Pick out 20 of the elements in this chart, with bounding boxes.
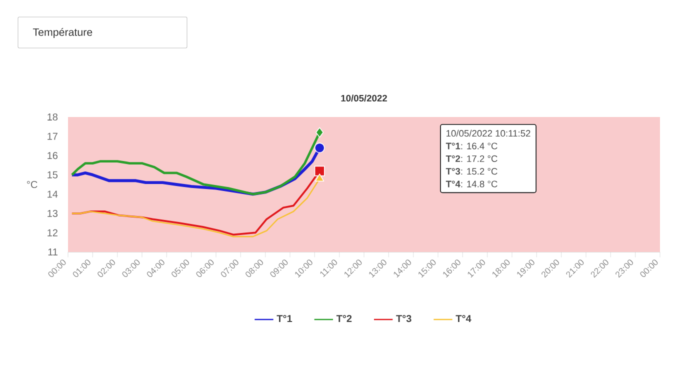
- y-axis-title: °C: [27, 180, 38, 188]
- annotation: T°1: 16.4 °C: [446, 142, 498, 150]
- y-tick-label: 18: [48, 113, 58, 121]
- y-tick-label: 17: [48, 132, 58, 140]
- annotation: T°3: 15.2 °C: [446, 168, 498, 175]
- legend-label: T°3: [396, 314, 412, 322]
- chart-title: 10/05/2022: [341, 94, 387, 102]
- annotation: 10/05/2022 10:11:52: [446, 130, 530, 137]
- text: Température: [32, 28, 92, 38]
- y-tick-label: 16: [48, 152, 58, 160]
- legend-label: T°1: [276, 315, 292, 322]
- legend-label: T°4: [456, 315, 472, 322]
- y-tick-label: 12: [48, 229, 58, 236]
- y-tick-label: 14: [48, 190, 58, 198]
- y-tick-label: 13: [48, 210, 58, 217]
- y-tick-label: 15: [48, 171, 58, 178]
- annotation: T°4: 14.8 °C: [446, 180, 498, 188]
- y-tick-label: 11: [48, 248, 58, 256]
- annotation: T°2: 17.2 °C: [446, 155, 498, 162]
- legend-label: T°2: [336, 314, 352, 322]
